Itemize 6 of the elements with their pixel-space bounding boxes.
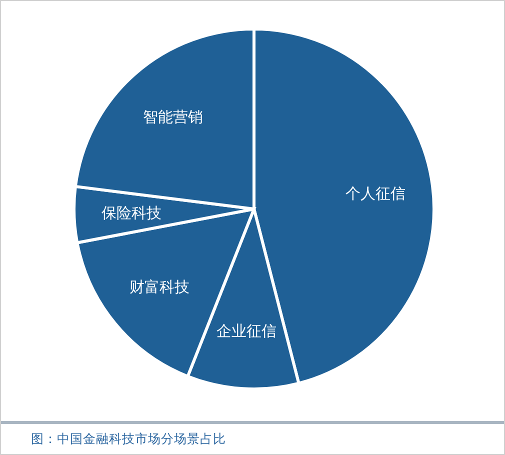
slice-label: 个人征信 — [345, 184, 406, 203]
text: 图：中国金融科技市场分场景占比 — [31, 430, 226, 448]
slice-label: 财富科技 — [130, 278, 190, 296]
slice-label: 保险科技 — [102, 204, 162, 222]
slice-label: 智能营销 — [143, 108, 204, 126]
slice-label: 企业征信 — [216, 322, 276, 340]
